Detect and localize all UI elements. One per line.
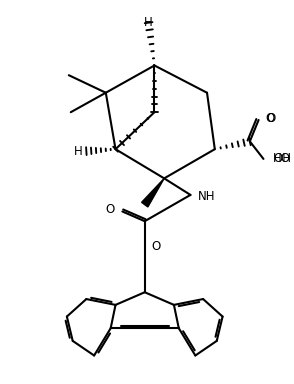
Text: HO: HO bbox=[273, 152, 291, 166]
Polygon shape bbox=[142, 179, 164, 207]
Text: H: H bbox=[144, 16, 153, 29]
Text: O: O bbox=[266, 111, 276, 124]
Text: O: O bbox=[151, 240, 161, 253]
Text: NH: NH bbox=[198, 190, 216, 204]
Text: OH: OH bbox=[273, 152, 291, 166]
Text: H: H bbox=[74, 145, 82, 157]
Text: O: O bbox=[105, 203, 115, 216]
Text: O: O bbox=[265, 111, 275, 124]
